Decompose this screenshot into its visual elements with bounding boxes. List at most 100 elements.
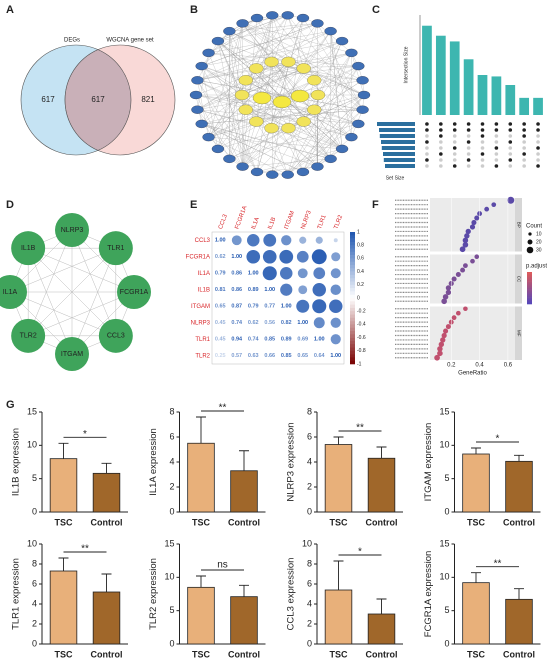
colorbar-step <box>350 261 355 266</box>
x-tick-label: TSC <box>330 517 349 527</box>
row-label: IL1B <box>198 287 210 293</box>
x-tick-label: Control <box>91 649 123 659</box>
set-bar <box>381 146 415 150</box>
x-tick-label: Control <box>503 517 535 527</box>
network-edge <box>242 94 365 167</box>
network-edge <box>314 66 359 110</box>
network-edge <box>287 52 352 175</box>
colorbar-step <box>350 324 355 328</box>
bar-chart: 0 2 4 6 8 10 TLR1 expression TSC Control ** <box>11 538 128 659</box>
network-edge <box>229 31 365 96</box>
y-axis-title: ITGAM expression <box>423 423 434 502</box>
network-edge <box>303 121 352 138</box>
matrix-dot <box>522 128 526 132</box>
colorbar-step <box>350 321 355 325</box>
node-label: IL1B <box>21 245 36 252</box>
network-edge <box>71 248 117 355</box>
matrix-dot <box>522 158 526 162</box>
colorbar-step <box>350 255 355 259</box>
matrix-dot <box>452 134 457 138</box>
column-label: FCGR1A <box>234 205 248 230</box>
matrix-dot <box>425 158 429 162</box>
cell-value: 0.81 <box>215 287 226 293</box>
matrix-dot <box>466 128 471 132</box>
matrix-dot <box>522 122 526 126</box>
colorbar-step <box>350 350 355 355</box>
node-label: IL1A <box>3 289 18 296</box>
row-label: FCGR1A <box>186 254 210 260</box>
matrix-dot <box>452 140 457 144</box>
bar <box>435 35 446 115</box>
cell-circle <box>333 238 338 243</box>
network-edge <box>217 17 258 42</box>
colorbar-step <box>527 300 532 303</box>
colorbar-step <box>350 344 355 348</box>
network-edge <box>208 52 363 81</box>
network-node <box>249 63 264 74</box>
bar <box>491 76 502 115</box>
colorbar-step <box>350 238 355 243</box>
y-tick-label: 8 <box>307 558 312 568</box>
size-key-label: 30 <box>536 247 542 253</box>
cell-circle <box>313 317 325 329</box>
venn-label: WGCNA gene set <box>106 38 154 44</box>
network-edge <box>271 128 288 175</box>
cell-circle <box>296 299 310 313</box>
colorbar-step <box>350 248 355 253</box>
network-edge <box>351 52 365 96</box>
y-tick-label: 4 <box>169 456 174 466</box>
cell-value: 0.65 <box>215 304 226 310</box>
network-edge <box>256 17 304 69</box>
network-edge <box>217 65 359 150</box>
network-node <box>234 89 250 101</box>
bar <box>477 75 488 115</box>
cell-value: 1.00 <box>297 320 308 326</box>
network-edge <box>245 109 304 122</box>
cell-circle <box>246 249 261 264</box>
y-tick-label: 4 <box>32 598 37 608</box>
colorbar-step <box>350 288 355 292</box>
network-node <box>345 132 358 142</box>
colorbar-tick-label: -0.4 <box>357 322 366 328</box>
cell-circle <box>279 266 293 280</box>
matrix-dot <box>466 164 471 168</box>
network-node <box>223 154 236 163</box>
y-tick-label: 4 <box>307 598 312 608</box>
error-bar <box>196 416 206 444</box>
network-edge <box>245 61 289 81</box>
network-edge <box>217 23 318 42</box>
matrix-dot <box>480 134 485 138</box>
network-node <box>223 27 236 36</box>
panel-label: A <box>6 4 14 16</box>
bar-chart: 0 2 4 6 8 NLRP3 expression TSC Control ** <box>286 406 403 527</box>
cell-value: 1.00 <box>264 287 275 293</box>
matrix-dot <box>494 158 499 162</box>
cell-value: 0.69 <box>297 337 308 343</box>
network-node <box>98 231 133 266</box>
set-bar <box>379 128 415 132</box>
network-node <box>345 48 358 58</box>
bar <box>519 97 530 115</box>
x-tick-label: Control <box>91 517 123 527</box>
venn-count: 617 <box>91 95 105 104</box>
y-tick-label: 6 <box>307 431 312 441</box>
network-edge <box>197 109 359 125</box>
y-tick-label: 15 <box>164 538 174 548</box>
dot <box>474 215 480 221</box>
node-label: CCL3 <box>107 333 125 340</box>
network-node <box>202 132 215 142</box>
y-tick-label: 2 <box>32 618 37 628</box>
cell-value: 1.00 <box>330 353 341 359</box>
matrix-dot <box>480 140 485 144</box>
matrix-dot <box>536 128 540 132</box>
colorbar-step <box>350 354 355 358</box>
matrix-dot <box>480 158 485 162</box>
network-edge <box>256 68 363 81</box>
colorbar-step <box>350 334 355 338</box>
colorbar-tick-label: 0.4 <box>357 269 364 275</box>
colorbar-step <box>527 278 532 281</box>
matrix-dot <box>439 122 443 126</box>
network-node <box>264 122 279 134</box>
network-edge <box>208 137 288 175</box>
network-edge <box>242 23 365 96</box>
